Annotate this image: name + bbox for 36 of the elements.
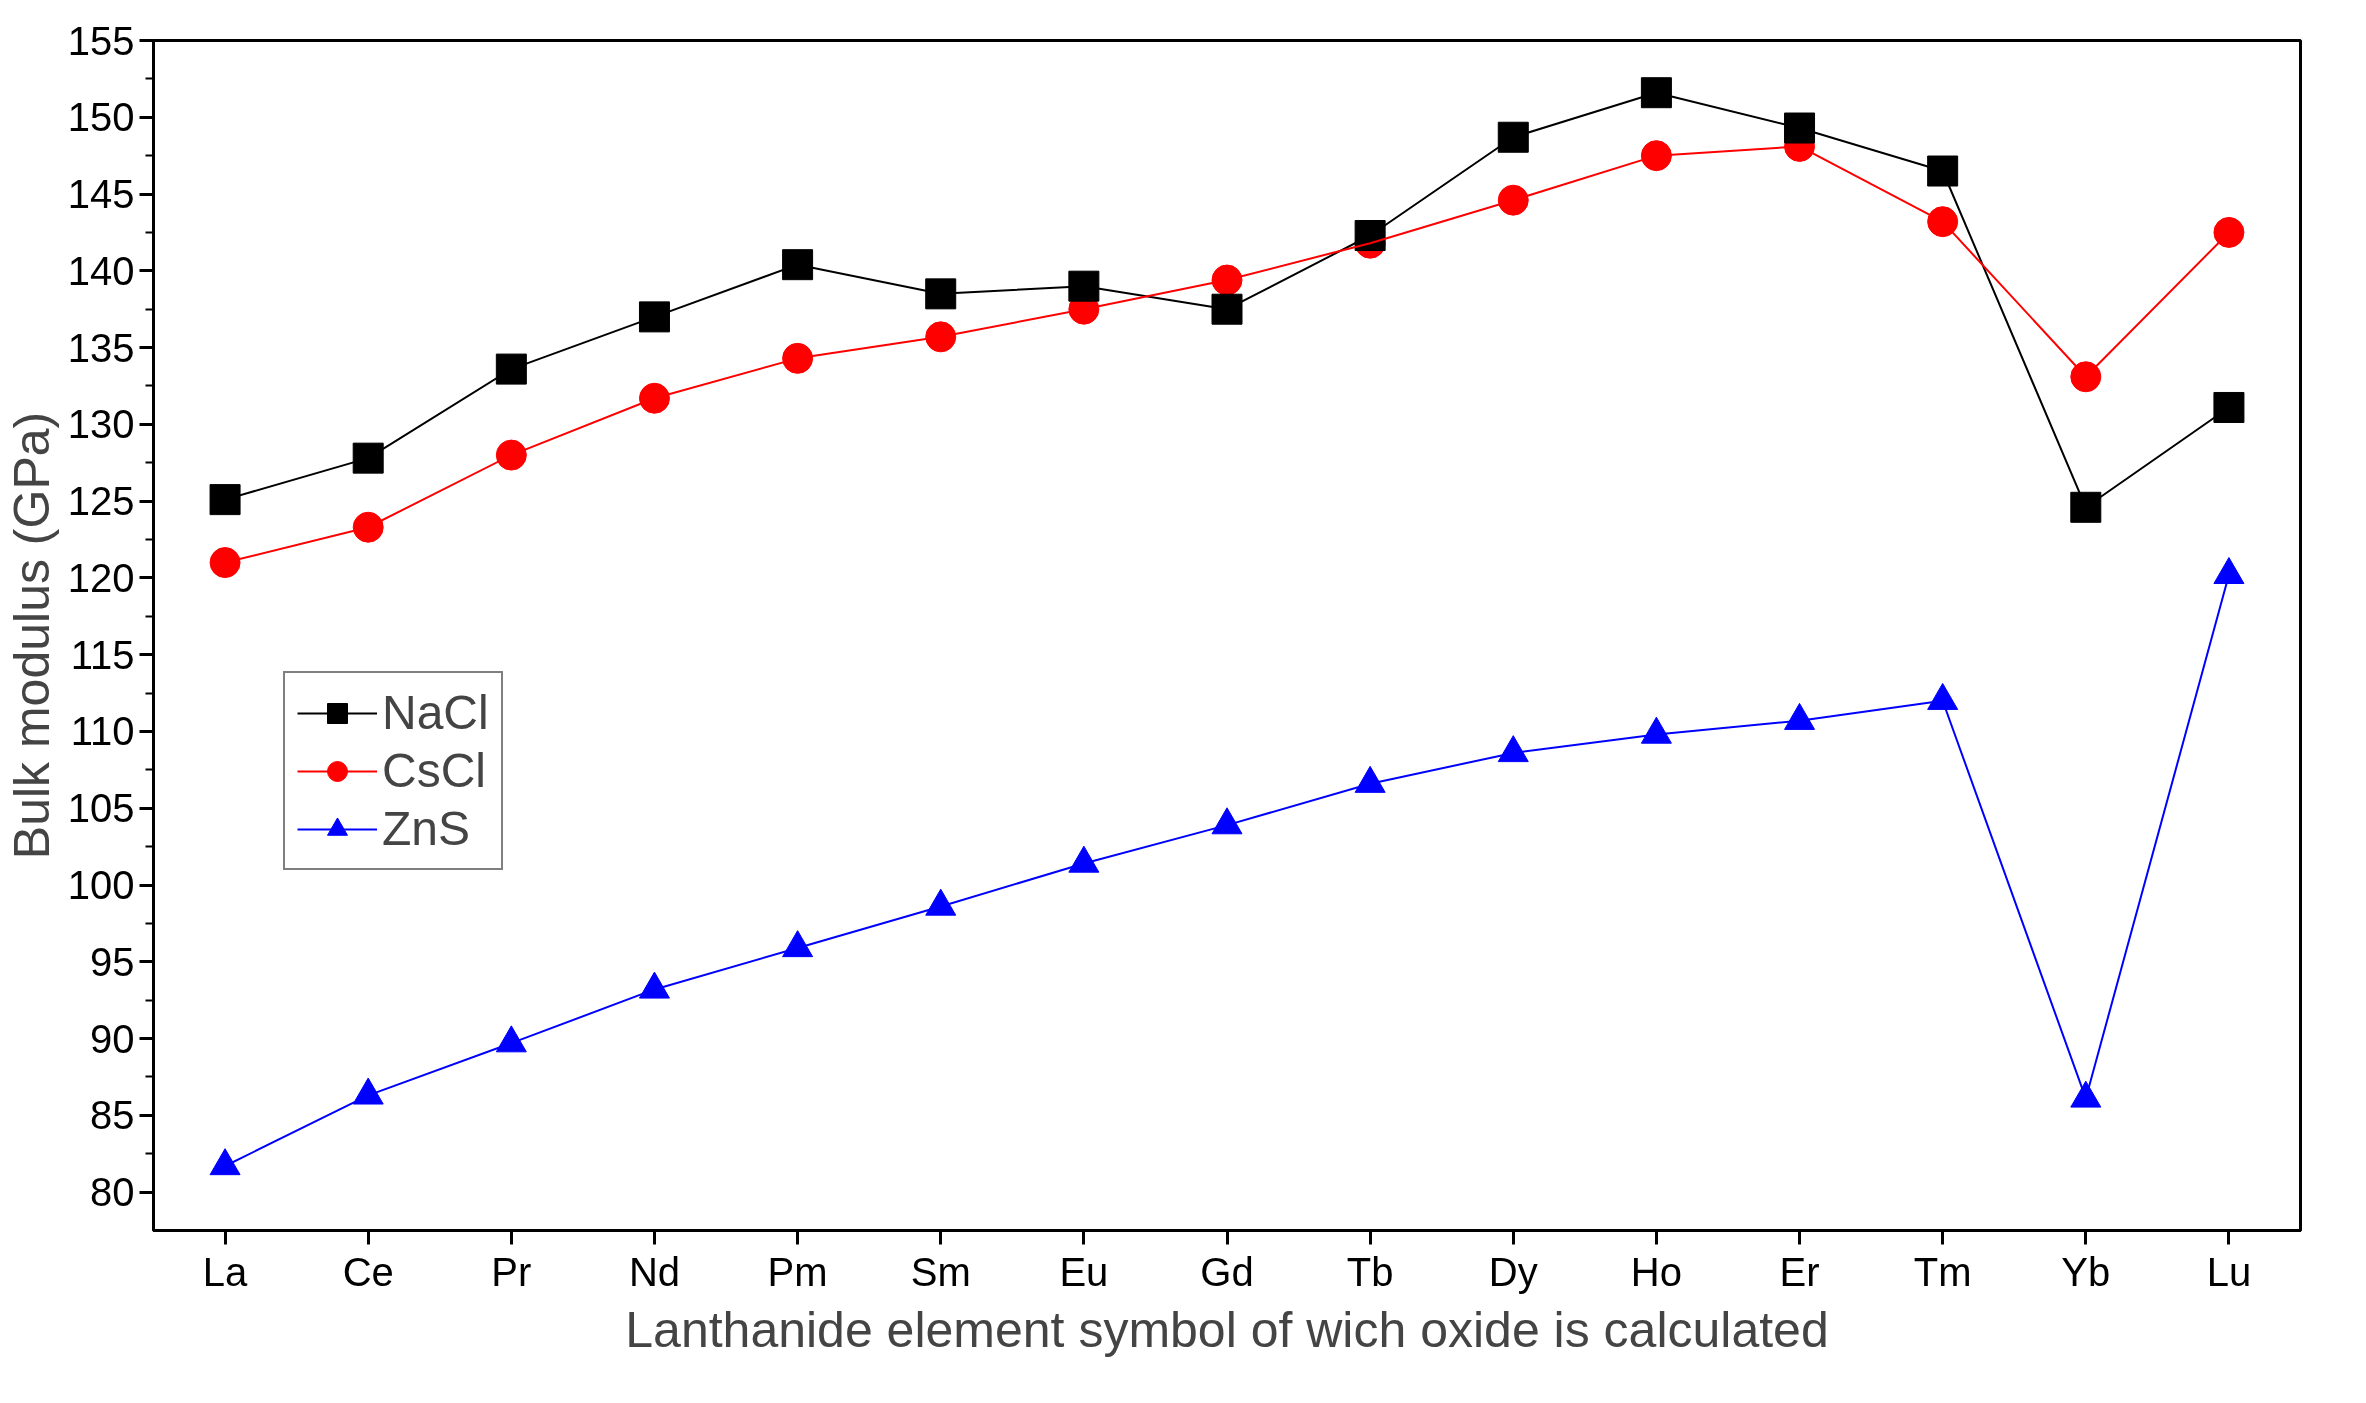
x-tick-label: Lu xyxy=(2206,1249,2252,1294)
y-tick-label: 145 xyxy=(67,172,135,217)
x-tick-label: Yb xyxy=(2061,1249,2111,1294)
y-tick-label: 155 xyxy=(67,18,135,63)
legend-label: NaCl xyxy=(382,685,489,740)
x-axis-title: Lanthanide element symbol of wich oxide is calculated xyxy=(625,1301,1829,1358)
x-tick-label: Eu xyxy=(1059,1249,1109,1294)
y-tick-label: 150 xyxy=(67,95,135,140)
x-tick-label: Gd xyxy=(1200,1249,1254,1294)
y-tick-label: 135 xyxy=(67,325,135,370)
x-tick-label: Pr xyxy=(491,1249,532,1294)
y-tick-label: 95 xyxy=(90,939,135,984)
y-tick-label: 140 xyxy=(67,248,135,293)
x-tick-label: Pm xyxy=(767,1249,828,1294)
legend-label: CsCl xyxy=(382,743,486,798)
y-tick-label: 90 xyxy=(90,1016,135,1061)
y-tick-label: 85 xyxy=(90,1093,135,1138)
y-tick-label: 100 xyxy=(67,863,135,908)
y-tick-label: 110 xyxy=(70,709,135,754)
y-tick-label: 105 xyxy=(67,786,135,831)
x-tick-label: Er xyxy=(1779,1249,1820,1294)
x-tick-label: Tb xyxy=(1346,1249,1394,1294)
y-axis-title: Bulk modulus (GPa) xyxy=(3,411,60,860)
x-tick-label: Sm xyxy=(910,1249,971,1294)
y-tick-label: 115 xyxy=(70,632,135,677)
x-tick-label: Ho xyxy=(1630,1249,1682,1294)
x-tick-label: Dy xyxy=(1488,1249,1538,1294)
x-tick-label: La xyxy=(202,1249,249,1294)
x-tick-label: Nd xyxy=(628,1249,681,1294)
y-tick-label: 80 xyxy=(90,1170,135,1215)
legend-label: ZnS xyxy=(382,801,471,856)
y-tick-label: 130 xyxy=(67,402,135,447)
x-tick-label: Tm xyxy=(1913,1249,1972,1294)
y-tick-label: 120 xyxy=(67,555,135,600)
x-tick-label: Ce xyxy=(342,1249,394,1294)
y-tick-label: 125 xyxy=(67,479,135,524)
